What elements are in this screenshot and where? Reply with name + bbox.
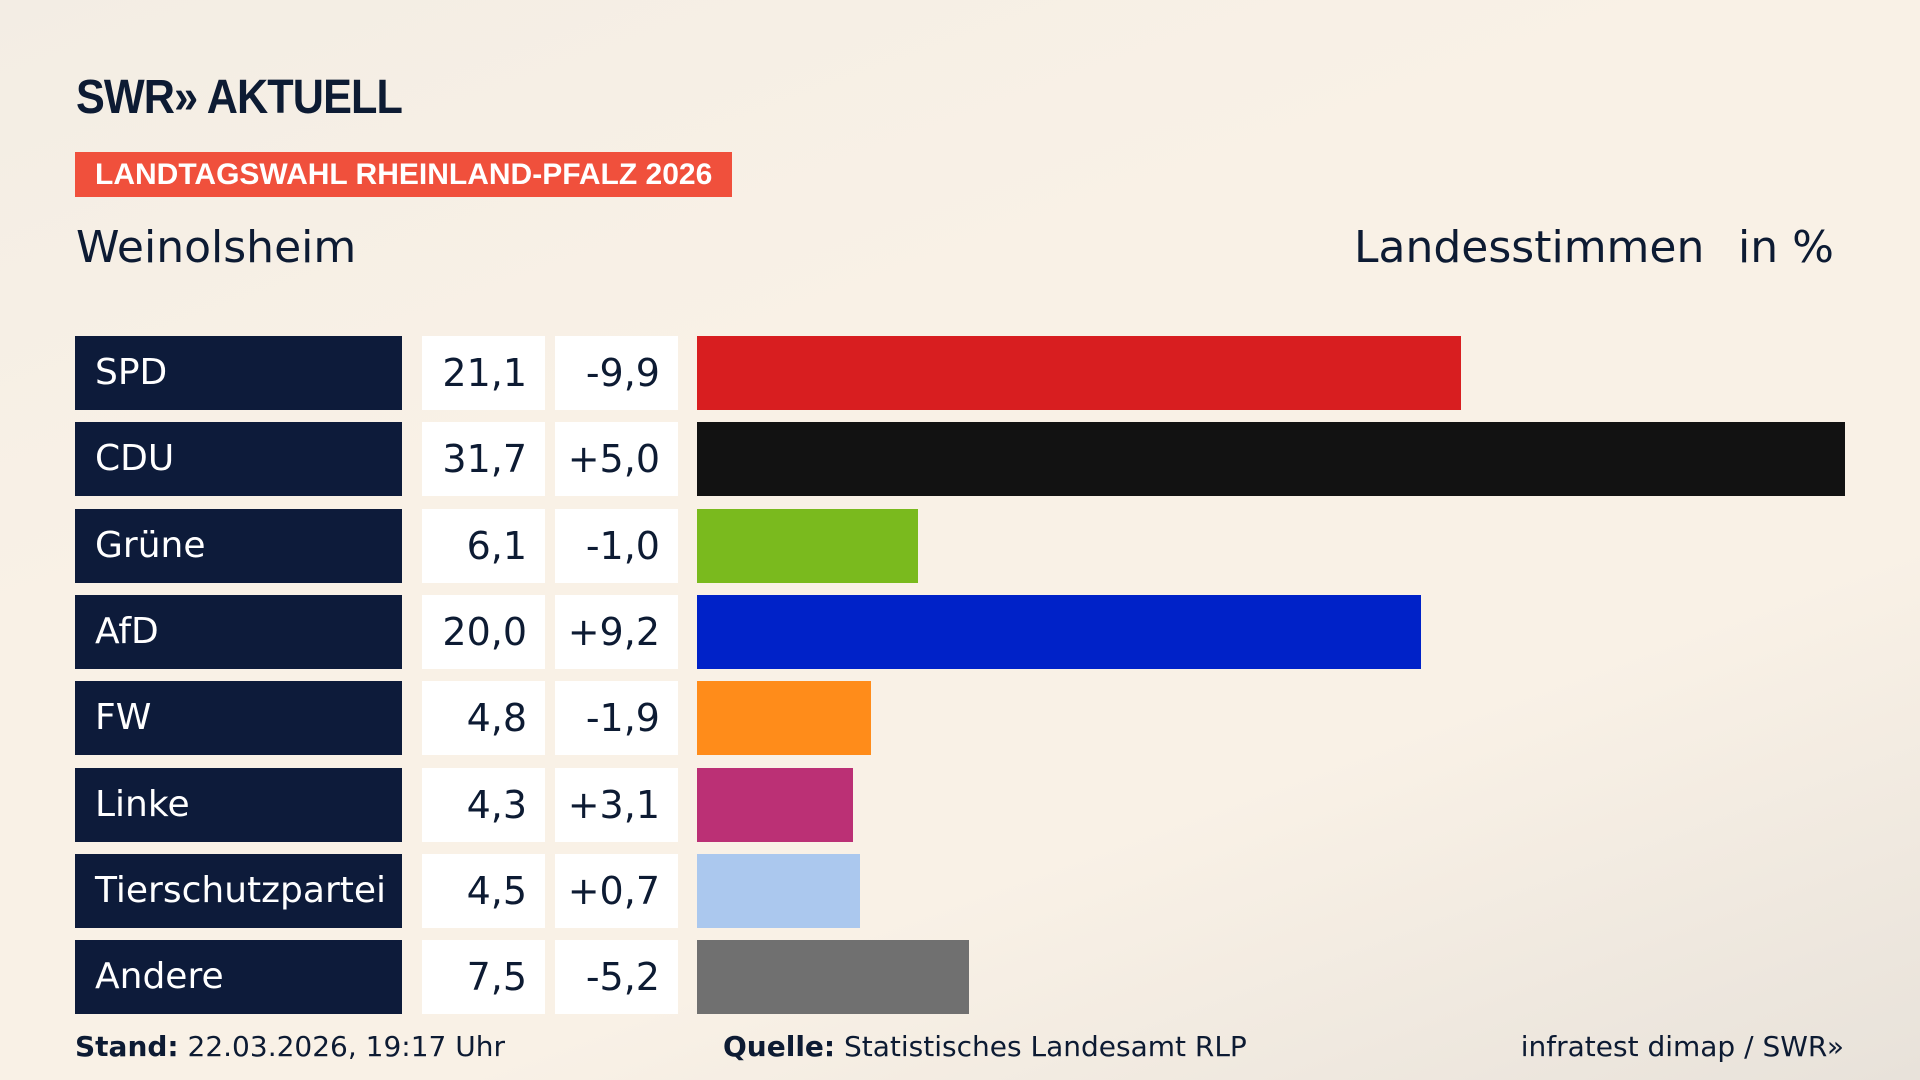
bar <box>697 940 969 1015</box>
credit: infratest dimap / SWR» <box>1520 1030 1844 1063</box>
bar <box>697 422 1845 497</box>
value-label: 31,7 <box>422 422 545 497</box>
value-label: 4,5 <box>422 853 545 928</box>
value-label: 21,1 <box>422 336 545 410</box>
source-value: Statistisches Landesamt RLP <box>844 1030 1247 1063</box>
stand: Stand: 22.03.2026, 19:17 Uhr <box>75 1030 505 1063</box>
diff-label: -5,2 <box>555 940 678 1015</box>
diff-label: -1,0 <box>555 508 678 583</box>
party-label: AfD <box>75 594 402 669</box>
source: Quelle: Statistisches Landesamt RLP <box>723 1030 1247 1063</box>
party-label: Linke <box>75 767 402 842</box>
bar <box>697 594 1422 669</box>
value-label: 6,1 <box>422 508 545 583</box>
party-label: Andere <box>75 940 402 1015</box>
bar <box>697 681 871 756</box>
vote-type-label: Landesstimmen <box>1354 222 1705 273</box>
diff-label: +3,1 <box>555 767 678 842</box>
party-label: Grüne <box>75 508 402 583</box>
party-label: SPD <box>75 336 402 410</box>
bar <box>697 767 853 842</box>
diff-label: -9,9 <box>555 336 678 410</box>
value-label: 4,8 <box>422 681 545 756</box>
unit-label: in % <box>1738 222 1834 273</box>
value-label: 4,3 <box>422 767 545 842</box>
diff-label: -1,9 <box>555 681 678 756</box>
source-label: Quelle: <box>723 1030 836 1063</box>
diff-label: +0,7 <box>555 853 678 928</box>
stand-value: 22.03.2026, 19:17 Uhr <box>187 1030 505 1063</box>
diff-label: +9,2 <box>555 594 678 669</box>
bar <box>697 508 918 583</box>
stand-label: Stand: <box>75 1030 179 1063</box>
party-label: CDU <box>75 422 402 497</box>
value-label: 7,5 <box>422 940 545 1015</box>
election-banner: LANDTAGSWAHL RHEINLAND-PFALZ 2026 <box>75 152 733 197</box>
swr-aktuell-logo: SWR» AKTUELL <box>76 71 403 124</box>
bar <box>697 336 1462 410</box>
value-label: 20,0 <box>422 594 545 669</box>
diff-label: +5,0 <box>555 422 678 497</box>
party-label: FW <box>75 681 402 756</box>
bar <box>697 853 860 928</box>
place-title: Weinolsheim <box>76 222 357 273</box>
party-label: Tierschutzpartei <box>75 853 402 928</box>
